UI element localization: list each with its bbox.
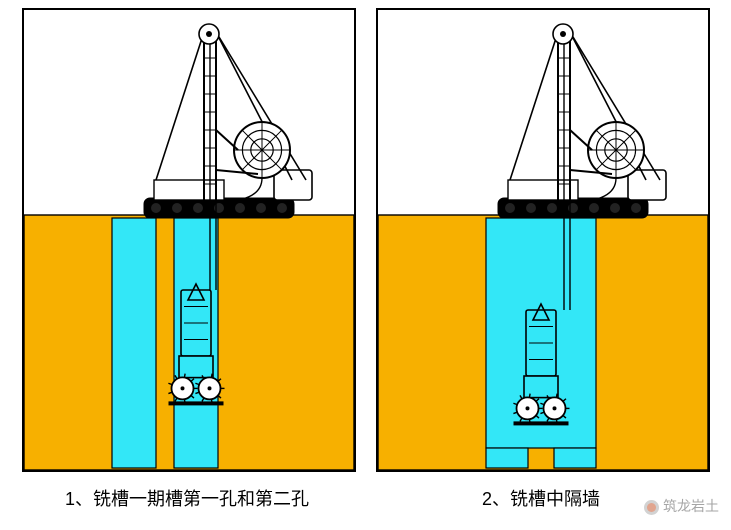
panel-step-1 (22, 8, 356, 472)
watermark-text: 筑龙岩土 (663, 498, 719, 514)
watermark-logo-icon (644, 500, 659, 515)
diagram-step-2 (378, 10, 708, 470)
watermark: 筑龙岩土 (644, 496, 719, 516)
caption-step-1: 1、铣槽一期槽第一孔和第二孔 (22, 485, 352, 511)
panel-step-2 (376, 8, 710, 472)
diagram-step-1 (24, 10, 354, 470)
